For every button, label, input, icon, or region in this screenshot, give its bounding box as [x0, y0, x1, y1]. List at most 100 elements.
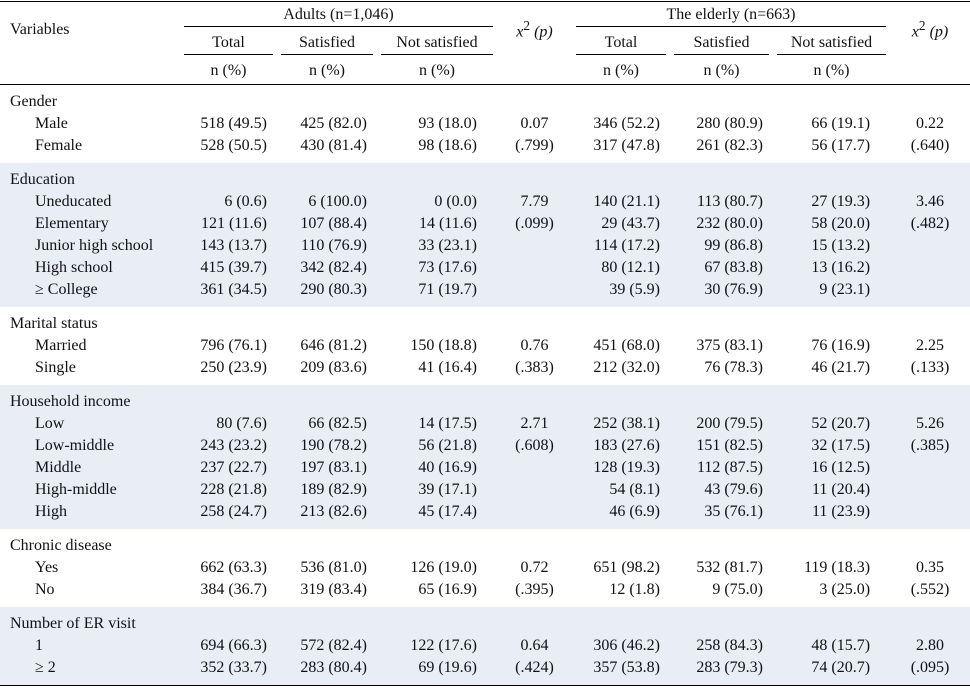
statistic-cell: 2.25 — [916, 337, 945, 354]
row-label: High-middle — [0, 479, 180, 501]
value-cell: 252 (38.1) — [572, 413, 670, 435]
value-cell: 122 (17.6) — [377, 635, 497, 657]
value-cell: 528 (50.5) — [200, 137, 267, 154]
value-cell: 651 (98.2) — [593, 559, 660, 576]
value-cell: 306 (46.2) — [572, 635, 670, 657]
value-cell: 76 (78.3) — [704, 359, 763, 376]
value-cell: 518 (49.5) — [200, 115, 267, 132]
value-cell: 150 (18.8) — [410, 337, 477, 354]
value-cell: 342 (82.4) — [277, 257, 377, 279]
value-cell: 213 (82.6) — [277, 501, 377, 529]
statistic-cell: 0.72 — [520, 559, 549, 576]
section-title: Gender — [10, 93, 58, 110]
section-title-row: Education — [0, 163, 970, 191]
data-row: Uneducated 6 (0.6) 6 (100.0) 0 (0.0) 7.79 140… — [0, 191, 970, 213]
value-cell: 30 (76.9) — [670, 279, 773, 307]
value-cell: 40 (16.9) — [377, 457, 497, 479]
statistic-exponent: 2 — [523, 18, 531, 34]
value-cell: 283 (80.4) — [277, 657, 377, 686]
statistic-cell: 7.79 — [497, 191, 572, 213]
statistic-cell: (.133) — [910, 359, 950, 376]
section-title-row: Gender — [0, 85, 970, 113]
value-cell: 35 (76.1) — [670, 501, 773, 529]
section-title: Chronic disease — [10, 537, 112, 554]
group-header: Adults (n=1,046) — [180, 1, 497, 29]
section-title-row: Household income — [0, 385, 970, 413]
table-header: Variables Adults (n=1,046) x2 (p) The elder… — [0, 1, 970, 85]
value-cell: 283 (79.3) — [670, 657, 773, 686]
data-row: High-middle 228 (21.8) 189 (82.9) 39 (17.1)… — [0, 479, 970, 501]
value-cell: 99 (86.8) — [670, 235, 773, 257]
value-cell: 45 (17.4) — [377, 501, 497, 529]
statistic-cell: 0.35 — [916, 559, 945, 576]
row-label: Married — [35, 337, 87, 354]
section: Number of ER visit 1 694 (66.3) 572 (82.4) 1… — [0, 607, 970, 686]
section: Education Uneducated 6 (0.6) 6 (100.0) 0 (0.… — [0, 163, 970, 307]
statistic-cell: (.424) — [497, 657, 572, 686]
value-cell: 107 (88.4) — [277, 213, 377, 235]
column-header: Satisfied — [277, 29, 377, 57]
value-cell: 27 (19.3) — [773, 191, 891, 213]
value-cell: 243 (23.2) — [180, 435, 277, 457]
data-row: Male 518 (49.5) 425 (82.0) 93 (18.0) 0.07 346… — [0, 113, 970, 135]
unit-label: n (%) — [377, 57, 497, 85]
statistic-cell: (.608) — [497, 435, 572, 457]
section-title: Marital status — [10, 315, 98, 332]
statistic-cell — [890, 257, 970, 279]
column-header: Total — [572, 29, 670, 57]
header-row: Total Satisfied Not satisfied Total Satisfie… — [0, 29, 970, 57]
section: Gender Male 518 (49.5) 425 (82.0) 93 (18.0) 0… — [0, 85, 970, 163]
value-cell: 143 (13.7) — [180, 235, 277, 257]
section: Household income Low 80 (7.6) 66 (82.5) 14 (… — [0, 385, 970, 529]
statistic-cell — [497, 457, 572, 479]
value-cell: 39 (17.1) — [377, 479, 497, 501]
value-cell: 646 (81.2) — [300, 337, 367, 354]
statistic-cell: (.799) — [515, 137, 554, 154]
value-cell: 232 (80.0) — [670, 213, 773, 235]
value-cell: 74 (20.7) — [773, 657, 891, 686]
statistic-header: x2 (p) — [890, 1, 970, 57]
row-label: High — [0, 501, 180, 529]
row-label: Middle — [0, 457, 180, 479]
data-row: Junior high school 143 (13.7) 110 (76.9) 33… — [0, 235, 970, 257]
value-cell: 110 (76.9) — [277, 235, 377, 257]
value-cell: 71 (19.7) — [377, 279, 497, 307]
value-cell: 66 (82.5) — [277, 413, 377, 435]
data-row: No 384 (36.7) 319 (83.4) 65 (16.9) (.395) 12 … — [0, 579, 970, 607]
header-row: n (%) n (%) n (%) n (%) n (%) n (%) — [0, 57, 970, 85]
column-label: Not satisfied — [381, 32, 493, 55]
value-cell: 280 (80.9) — [696, 115, 763, 132]
value-cell: 357 (53.8) — [572, 657, 670, 686]
value-cell: 261 (82.3) — [696, 137, 763, 154]
value-cell: 76 (16.9) — [811, 337, 871, 354]
value-cell: 29 (43.7) — [572, 213, 670, 235]
value-cell: 98 (18.6) — [418, 137, 477, 154]
statistic-cell — [890, 501, 970, 529]
value-cell: 319 (83.4) — [300, 581, 367, 598]
section-title: Education — [0, 163, 970, 191]
value-cell: 197 (83.1) — [277, 457, 377, 479]
statistic-cell — [890, 457, 970, 479]
statistic-cell — [890, 279, 970, 307]
column-label: Satisfied — [674, 32, 769, 55]
value-cell: 290 (80.3) — [277, 279, 377, 307]
statistic-cell — [497, 235, 572, 257]
data-row: Elementary 121 (11.6) 107 (88.4) 14 (11.6)(… — [0, 213, 970, 235]
section-title: Household income — [0, 385, 970, 413]
statistic-cell: (.385) — [890, 435, 970, 457]
header-row: Variables Adults (n=1,046) x2 (p) The elder… — [0, 1, 970, 41]
value-cell: 6 (0.6) — [180, 191, 277, 213]
value-cell: 80 (7.6) — [180, 413, 277, 435]
value-cell: 6 (100.0) — [277, 191, 377, 213]
value-cell: 0 (0.0) — [377, 191, 497, 213]
value-cell: 375 (83.1) — [696, 337, 763, 354]
value-cell: 140 (21.1) — [572, 191, 670, 213]
value-cell: 572 (82.4) — [277, 635, 377, 657]
statistic-exponent: 2 — [918, 18, 926, 34]
data-row: High school 415 (39.7) 342 (82.4) 73 (17.6)… — [0, 257, 970, 279]
row-label: Low-middle — [0, 435, 180, 457]
section-title-row: Chronic disease — [0, 529, 970, 557]
value-cell: 16 (12.5) — [773, 457, 891, 479]
value-cell: 128 (19.3) — [572, 457, 670, 479]
row-label: Junior high school — [0, 235, 180, 257]
